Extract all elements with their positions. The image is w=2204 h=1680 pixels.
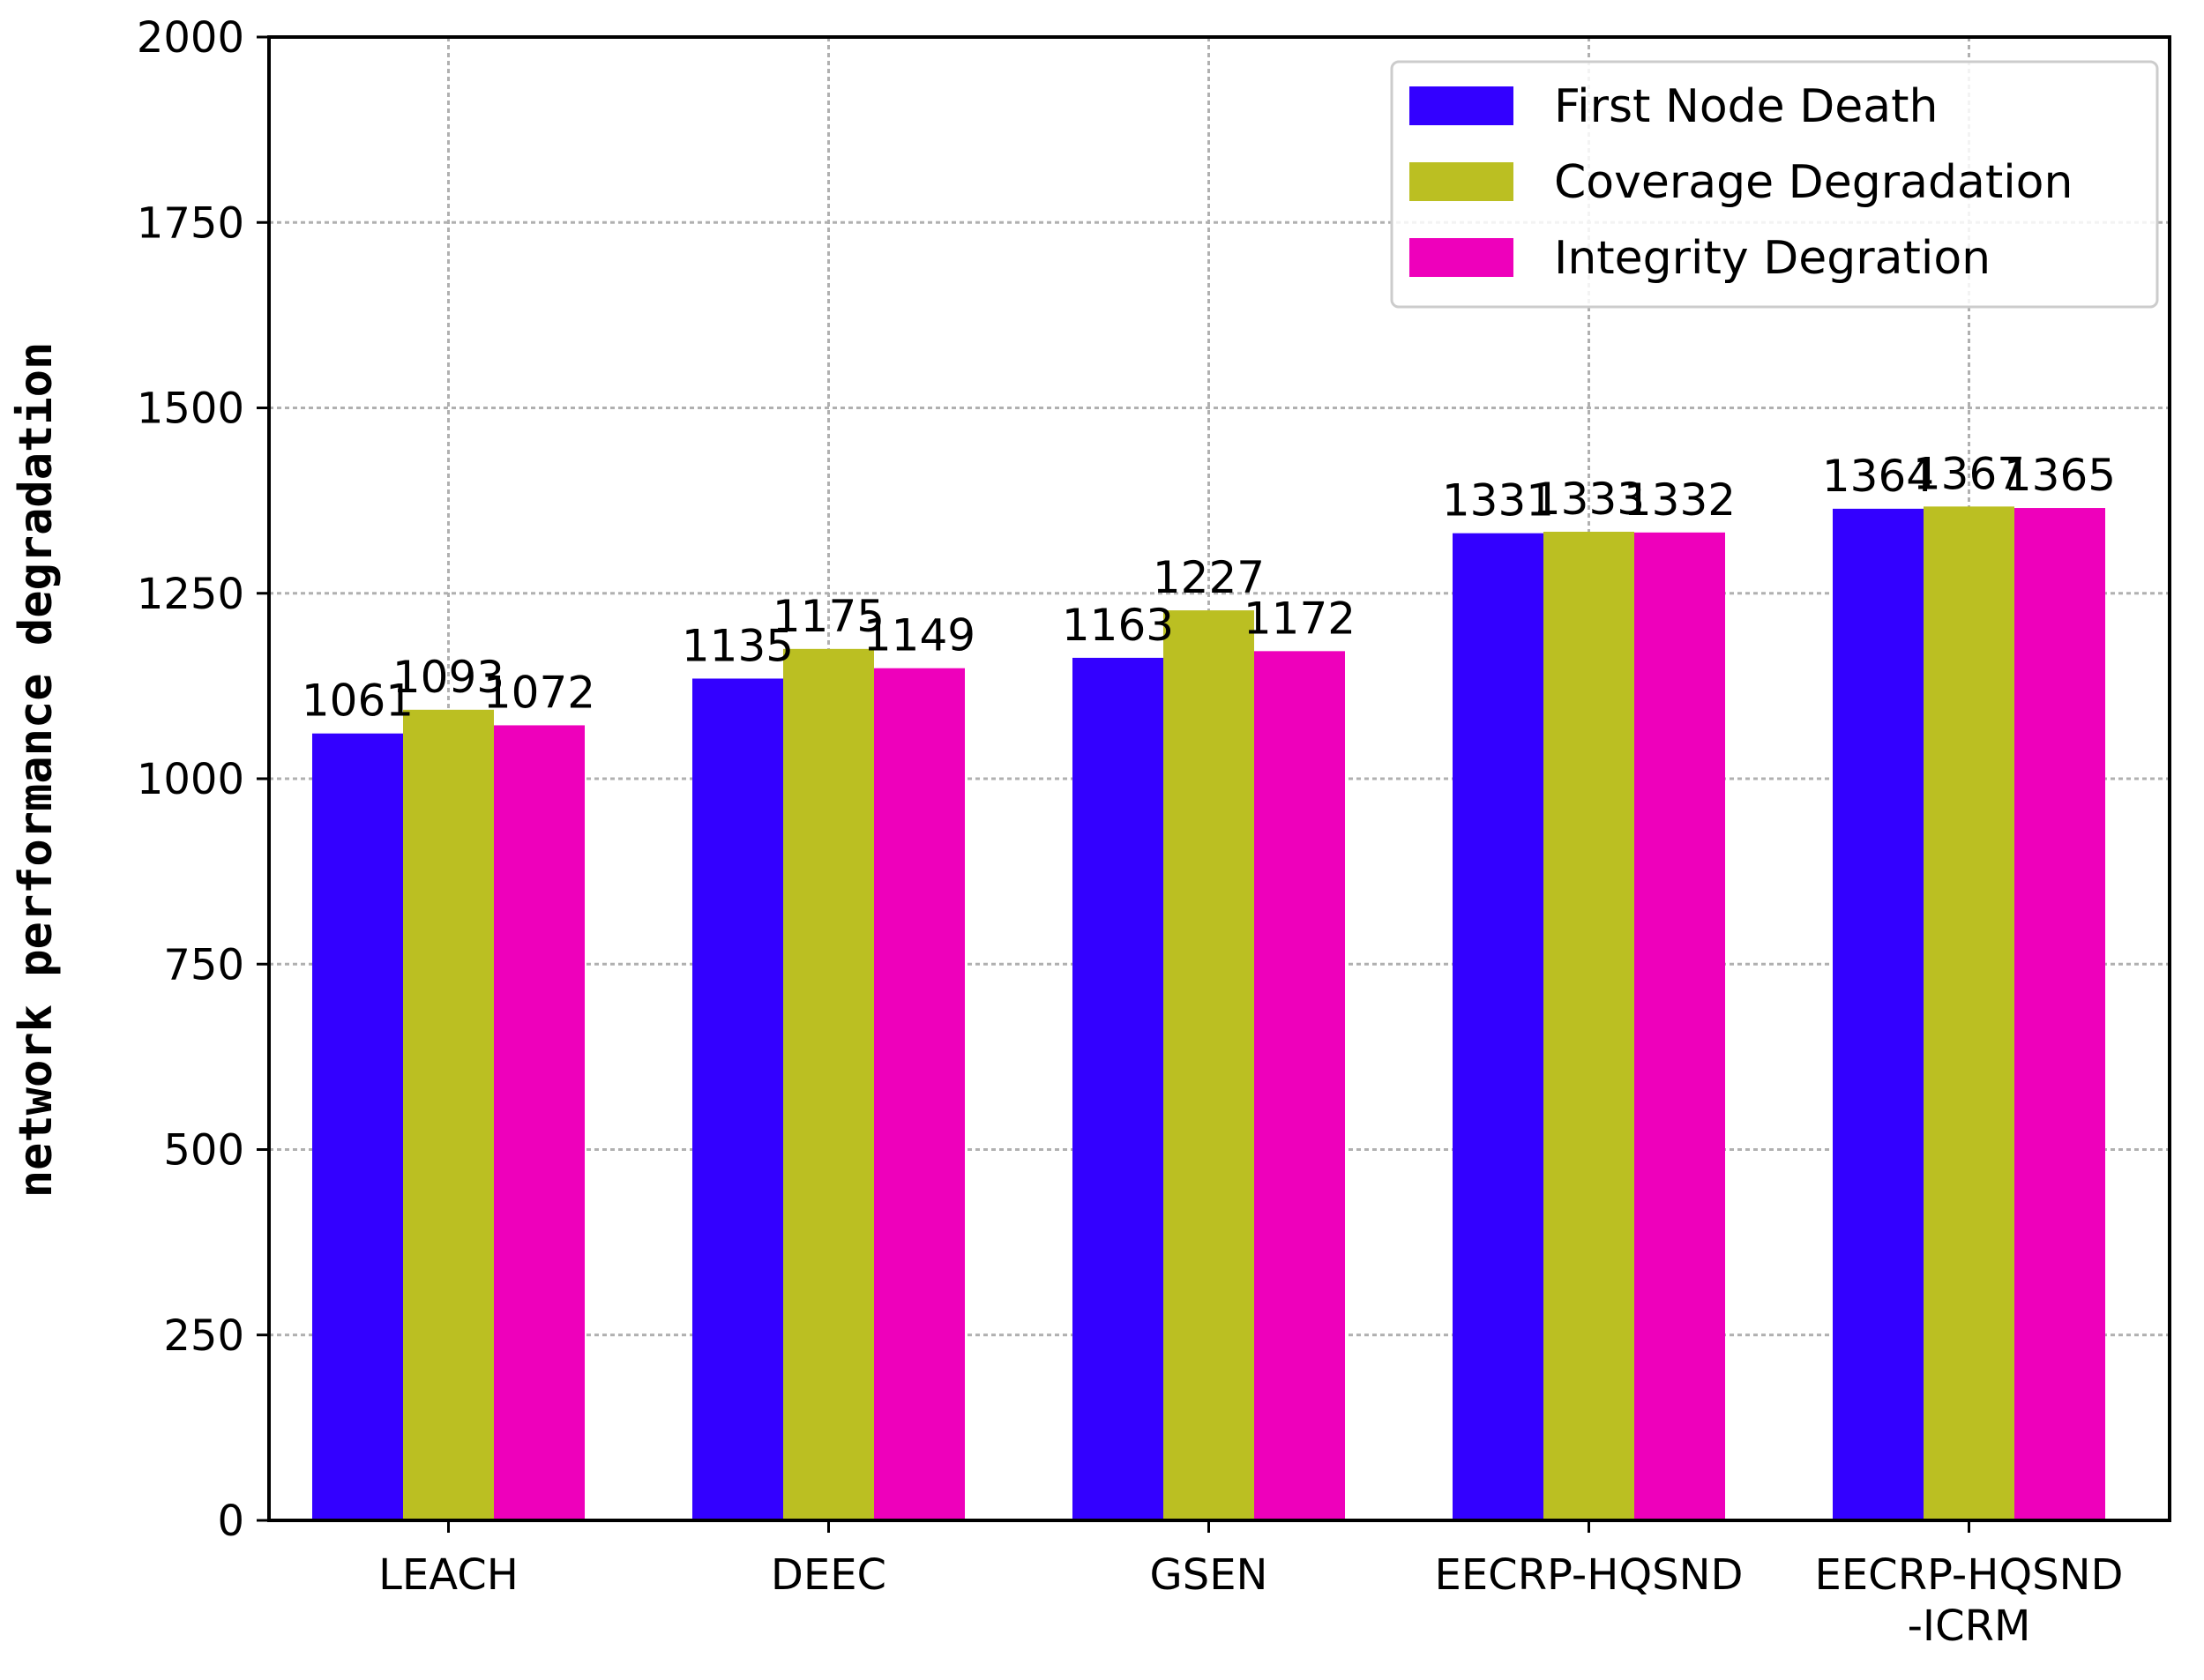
legend-label: Coverage Degradation <box>1554 156 2073 209</box>
data-label: 1227 <box>1153 552 1265 603</box>
axes: 0 250 500 750 1000 1250 1500 1750 2000 LEACH DEEC G… <box>137 13 2124 1651</box>
y-tick-label: 1500 <box>137 385 244 434</box>
x-tick-label: LEACH <box>378 1550 519 1600</box>
bar <box>1453 533 1543 1520</box>
y-tick-label: 500 <box>163 1126 244 1176</box>
bar <box>1634 532 1725 1520</box>
data-label: 1367 <box>1913 448 2025 499</box>
data-label: 1365 <box>2004 450 2116 501</box>
legend-label: First Node Death <box>1554 80 1938 133</box>
y-tick-label: 2000 <box>137 13 244 63</box>
data-label: 1072 <box>483 667 595 718</box>
data-label: 1135 <box>682 620 794 671</box>
y-axis-label: network performance degradation <box>10 342 63 1198</box>
bar <box>1924 506 2014 1520</box>
data-label: 1149 <box>863 610 975 661</box>
data-label: 1333 <box>1533 474 1645 525</box>
bar <box>1072 657 1163 1520</box>
bars <box>312 506 2105 1521</box>
data-label: 1331 <box>1442 475 1554 526</box>
legend-swatch <box>1409 238 1513 277</box>
y-tick-label: 1000 <box>137 755 244 804</box>
legend-swatch <box>1409 162 1513 201</box>
data-label: 1061 <box>302 676 414 727</box>
bar <box>692 678 783 1520</box>
data-label: 1172 <box>1244 593 1356 644</box>
data-label: 1093 <box>392 652 504 703</box>
y-tick-label: 0 <box>217 1497 244 1546</box>
data-labels: 1061 1135 1163 1331 1364 1093 1175 1227 1333 1367… <box>302 448 2116 726</box>
bar <box>312 733 403 1520</box>
bar <box>874 668 965 1520</box>
bar <box>1543 531 1634 1520</box>
x-tick-label: EECRP-HQSND -ICRM <box>1815 1550 2124 1651</box>
bar <box>1254 651 1345 1520</box>
x-tick-label: DEEC <box>771 1550 886 1600</box>
data-label: 1364 <box>1822 451 1934 502</box>
data-label: 1175 <box>773 591 885 642</box>
bar <box>783 648 874 1520</box>
bar <box>2014 508 2105 1521</box>
y-tick-label: 750 <box>163 940 244 989</box>
y-tick-label: 250 <box>163 1311 244 1361</box>
bar <box>1163 610 1254 1520</box>
legend-label: Integrity Degration <box>1554 232 1991 285</box>
bar <box>494 725 585 1520</box>
x-tick-label: EECRP-HQSND <box>1435 1550 1744 1600</box>
data-label: 1163 <box>1062 600 1174 651</box>
bar <box>403 709 494 1520</box>
data-label: 1332 <box>1624 474 1736 526</box>
bar <box>1833 508 1924 1520</box>
legend-swatch <box>1409 86 1513 125</box>
legend: First Node Death Coverage Degradation Inte… <box>1390 60 2159 309</box>
x-tick-label: GSEN <box>1150 1550 1268 1600</box>
y-tick-label: 1250 <box>137 570 244 619</box>
y-tick-label: 1750 <box>137 198 244 248</box>
legend-box <box>1390 60 2159 309</box>
